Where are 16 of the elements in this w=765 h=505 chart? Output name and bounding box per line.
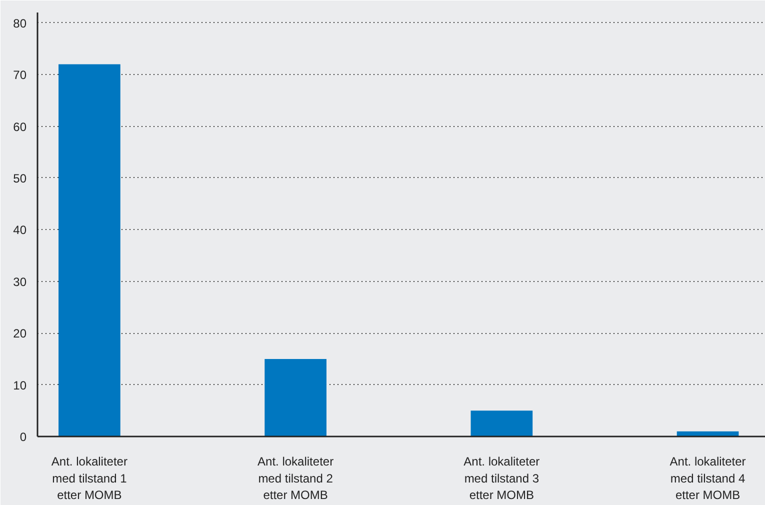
y-tick-label: 70 xyxy=(13,68,27,82)
x-tick-label: Ant. lokaliteter med tilstand 2 etter MOMB xyxy=(258,454,334,502)
y-tick-label: 10 xyxy=(13,378,27,392)
y-tick-label: 80 xyxy=(13,16,27,30)
x-tick-label: Ant. lokaliteter med tilstand 1 etter MOMB xyxy=(51,454,128,502)
y-tick-label: 40 xyxy=(13,223,27,238)
bar xyxy=(264,358,326,436)
y-tick-label: 30 xyxy=(13,274,27,289)
x-tick-label: Ant. lokaliteter med tilstand 3 etter MOMB xyxy=(464,454,540,502)
bar xyxy=(58,64,120,436)
x-tick-label: Ant. lokaliteter med tilstand 4 etter MOMB xyxy=(670,454,746,502)
y-tick-label: 50 xyxy=(13,171,27,186)
y-tick-label: 20 xyxy=(13,326,27,341)
y-tick-label: 0 xyxy=(20,430,27,444)
bar xyxy=(470,410,533,436)
y-tick-label: 60 xyxy=(13,120,27,134)
